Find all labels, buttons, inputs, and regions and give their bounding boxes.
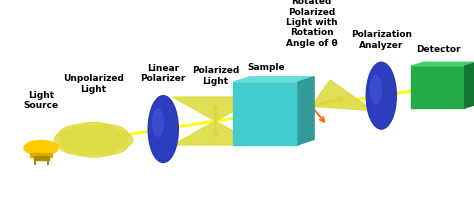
Ellipse shape <box>83 136 104 144</box>
Polygon shape <box>311 80 374 111</box>
Ellipse shape <box>59 136 101 155</box>
Ellipse shape <box>153 109 163 136</box>
Ellipse shape <box>71 139 116 157</box>
Ellipse shape <box>71 122 116 140</box>
Text: Polarized
Light: Polarized Light <box>192 66 239 85</box>
Text: Sample: Sample <box>247 62 284 71</box>
Ellipse shape <box>92 130 133 150</box>
Ellipse shape <box>148 96 178 163</box>
Text: Linear
Polarizer: Linear Polarizer <box>141 64 186 83</box>
Text: Light
Source: Light Source <box>24 91 59 110</box>
Polygon shape <box>234 77 314 82</box>
Polygon shape <box>173 121 259 145</box>
Ellipse shape <box>85 124 128 143</box>
Ellipse shape <box>371 76 381 103</box>
FancyBboxPatch shape <box>34 156 49 160</box>
Polygon shape <box>411 62 474 66</box>
Polygon shape <box>173 97 259 121</box>
Ellipse shape <box>54 130 95 150</box>
Text: Unpolarized
Light: Unpolarized Light <box>63 74 124 94</box>
Text: Polarization
Analyzer: Polarization Analyzer <box>351 30 412 50</box>
Ellipse shape <box>85 136 128 155</box>
Polygon shape <box>298 77 314 145</box>
FancyBboxPatch shape <box>30 153 52 157</box>
Ellipse shape <box>366 62 396 129</box>
Polygon shape <box>234 82 298 145</box>
Text: Rotated
Polarized
Light with
Rotation
Angle of θ: Rotated Polarized Light with Rotation An… <box>286 0 337 48</box>
Text: Detector: Detector <box>416 45 460 54</box>
Polygon shape <box>465 62 474 108</box>
Ellipse shape <box>24 140 58 155</box>
Ellipse shape <box>59 124 101 143</box>
Polygon shape <box>250 102 311 133</box>
Polygon shape <box>411 66 465 108</box>
